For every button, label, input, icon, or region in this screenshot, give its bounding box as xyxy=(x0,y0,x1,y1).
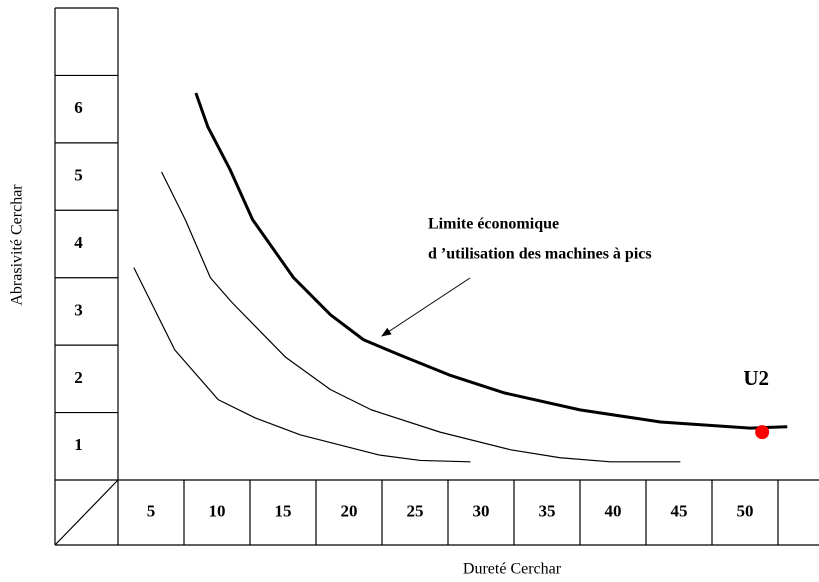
annotation-arrow xyxy=(381,277,471,337)
point xyxy=(755,425,770,440)
curve xyxy=(133,267,471,463)
y-tick-label: 6 xyxy=(74,98,83,117)
x-tick-label: 30 xyxy=(473,501,490,520)
point-label: U2 xyxy=(743,366,769,390)
curve xyxy=(161,171,681,463)
annotation: d ’utilisation des machines à pics xyxy=(428,246,652,263)
x-tick-label: 50 xyxy=(737,501,754,520)
x-axis-label: Dureté Cerchar xyxy=(463,561,562,578)
y-axis-label: Abrasivité Cerchar xyxy=(9,184,26,306)
y-tick-label: 5 xyxy=(74,165,83,184)
annotation: Limite économique xyxy=(428,216,559,233)
cell-diagonal xyxy=(54,479,119,546)
x-tick-label: 45 xyxy=(671,501,688,520)
x-tick-label: 10 xyxy=(209,501,226,520)
y-tick-label: 4 xyxy=(74,233,83,252)
x-tick-label: 15 xyxy=(275,501,292,520)
x-tick-label: 5 xyxy=(147,501,156,520)
x-tick-label: 20 xyxy=(341,501,358,520)
curve xyxy=(194,92,788,430)
y-tick-label: 2 xyxy=(74,368,83,387)
y-tick-label: 1 xyxy=(74,435,83,454)
x-tick-label: 40 xyxy=(605,501,622,520)
x-tick-label: 25 xyxy=(407,501,424,520)
y-tick-label: 3 xyxy=(74,300,83,319)
x-tick-label: 35 xyxy=(539,501,556,520)
